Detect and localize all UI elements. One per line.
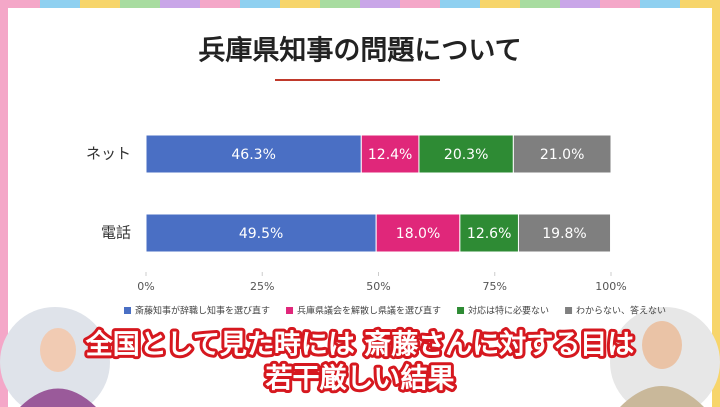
bar-segment (459, 213, 519, 253)
person-right (610, 307, 720, 407)
value-label: 12.4% (368, 147, 412, 163)
value-label: 20.3% (444, 147, 488, 163)
x-tick-label: 100% (595, 280, 626, 293)
bar-segment (145, 134, 362, 174)
chart-title: 兵庫県知事の問題について (198, 36, 521, 67)
value-label: 21.0% (540, 147, 584, 163)
bar-segment (512, 134, 612, 174)
legend-swatch (457, 307, 465, 314)
caption: 全国として見た時には 斎藤さんに対する目は (85, 329, 635, 361)
x-tick-label: 0% (137, 280, 154, 293)
bar-segment (418, 134, 514, 174)
title-underline (275, 79, 440, 81)
legend-label: 対応は特に必要ない (468, 305, 549, 317)
value-label: 49.5% (239, 226, 283, 242)
body (20, 388, 96, 407)
panel (8, 8, 712, 407)
person-left (0, 307, 110, 407)
body (620, 386, 704, 407)
legend-swatch (124, 307, 131, 314)
value-label: 12.6% (467, 226, 511, 242)
value-label: 46.3% (231, 147, 275, 163)
bar-segment (360, 134, 420, 174)
legend-label: 兵庫県議会を解散し県議を選び直す (297, 305, 441, 317)
bar-segment (145, 213, 377, 253)
value-label: 18.0% (396, 226, 440, 242)
bar-segment (375, 213, 461, 253)
legend-swatch (286, 307, 294, 314)
x-tick-label: 75% (483, 280, 507, 293)
x-tick-label: 25% (250, 280, 274, 293)
value-label: 19.8% (542, 226, 586, 242)
legend-swatch (565, 307, 573, 314)
legend-label: 斎藤知事が辞職し知事を選び直す (135, 305, 270, 317)
x-tick-label: 50% (366, 280, 390, 293)
face (40, 328, 76, 372)
y-tick-label: 電話 (101, 224, 131, 242)
face (642, 321, 682, 369)
bar-segment (517, 213, 612, 253)
caption: 若干厳しい結果 (266, 363, 455, 395)
y-tick-label: ネット (86, 145, 131, 163)
legend-label: わからない、答えない (576, 305, 666, 317)
